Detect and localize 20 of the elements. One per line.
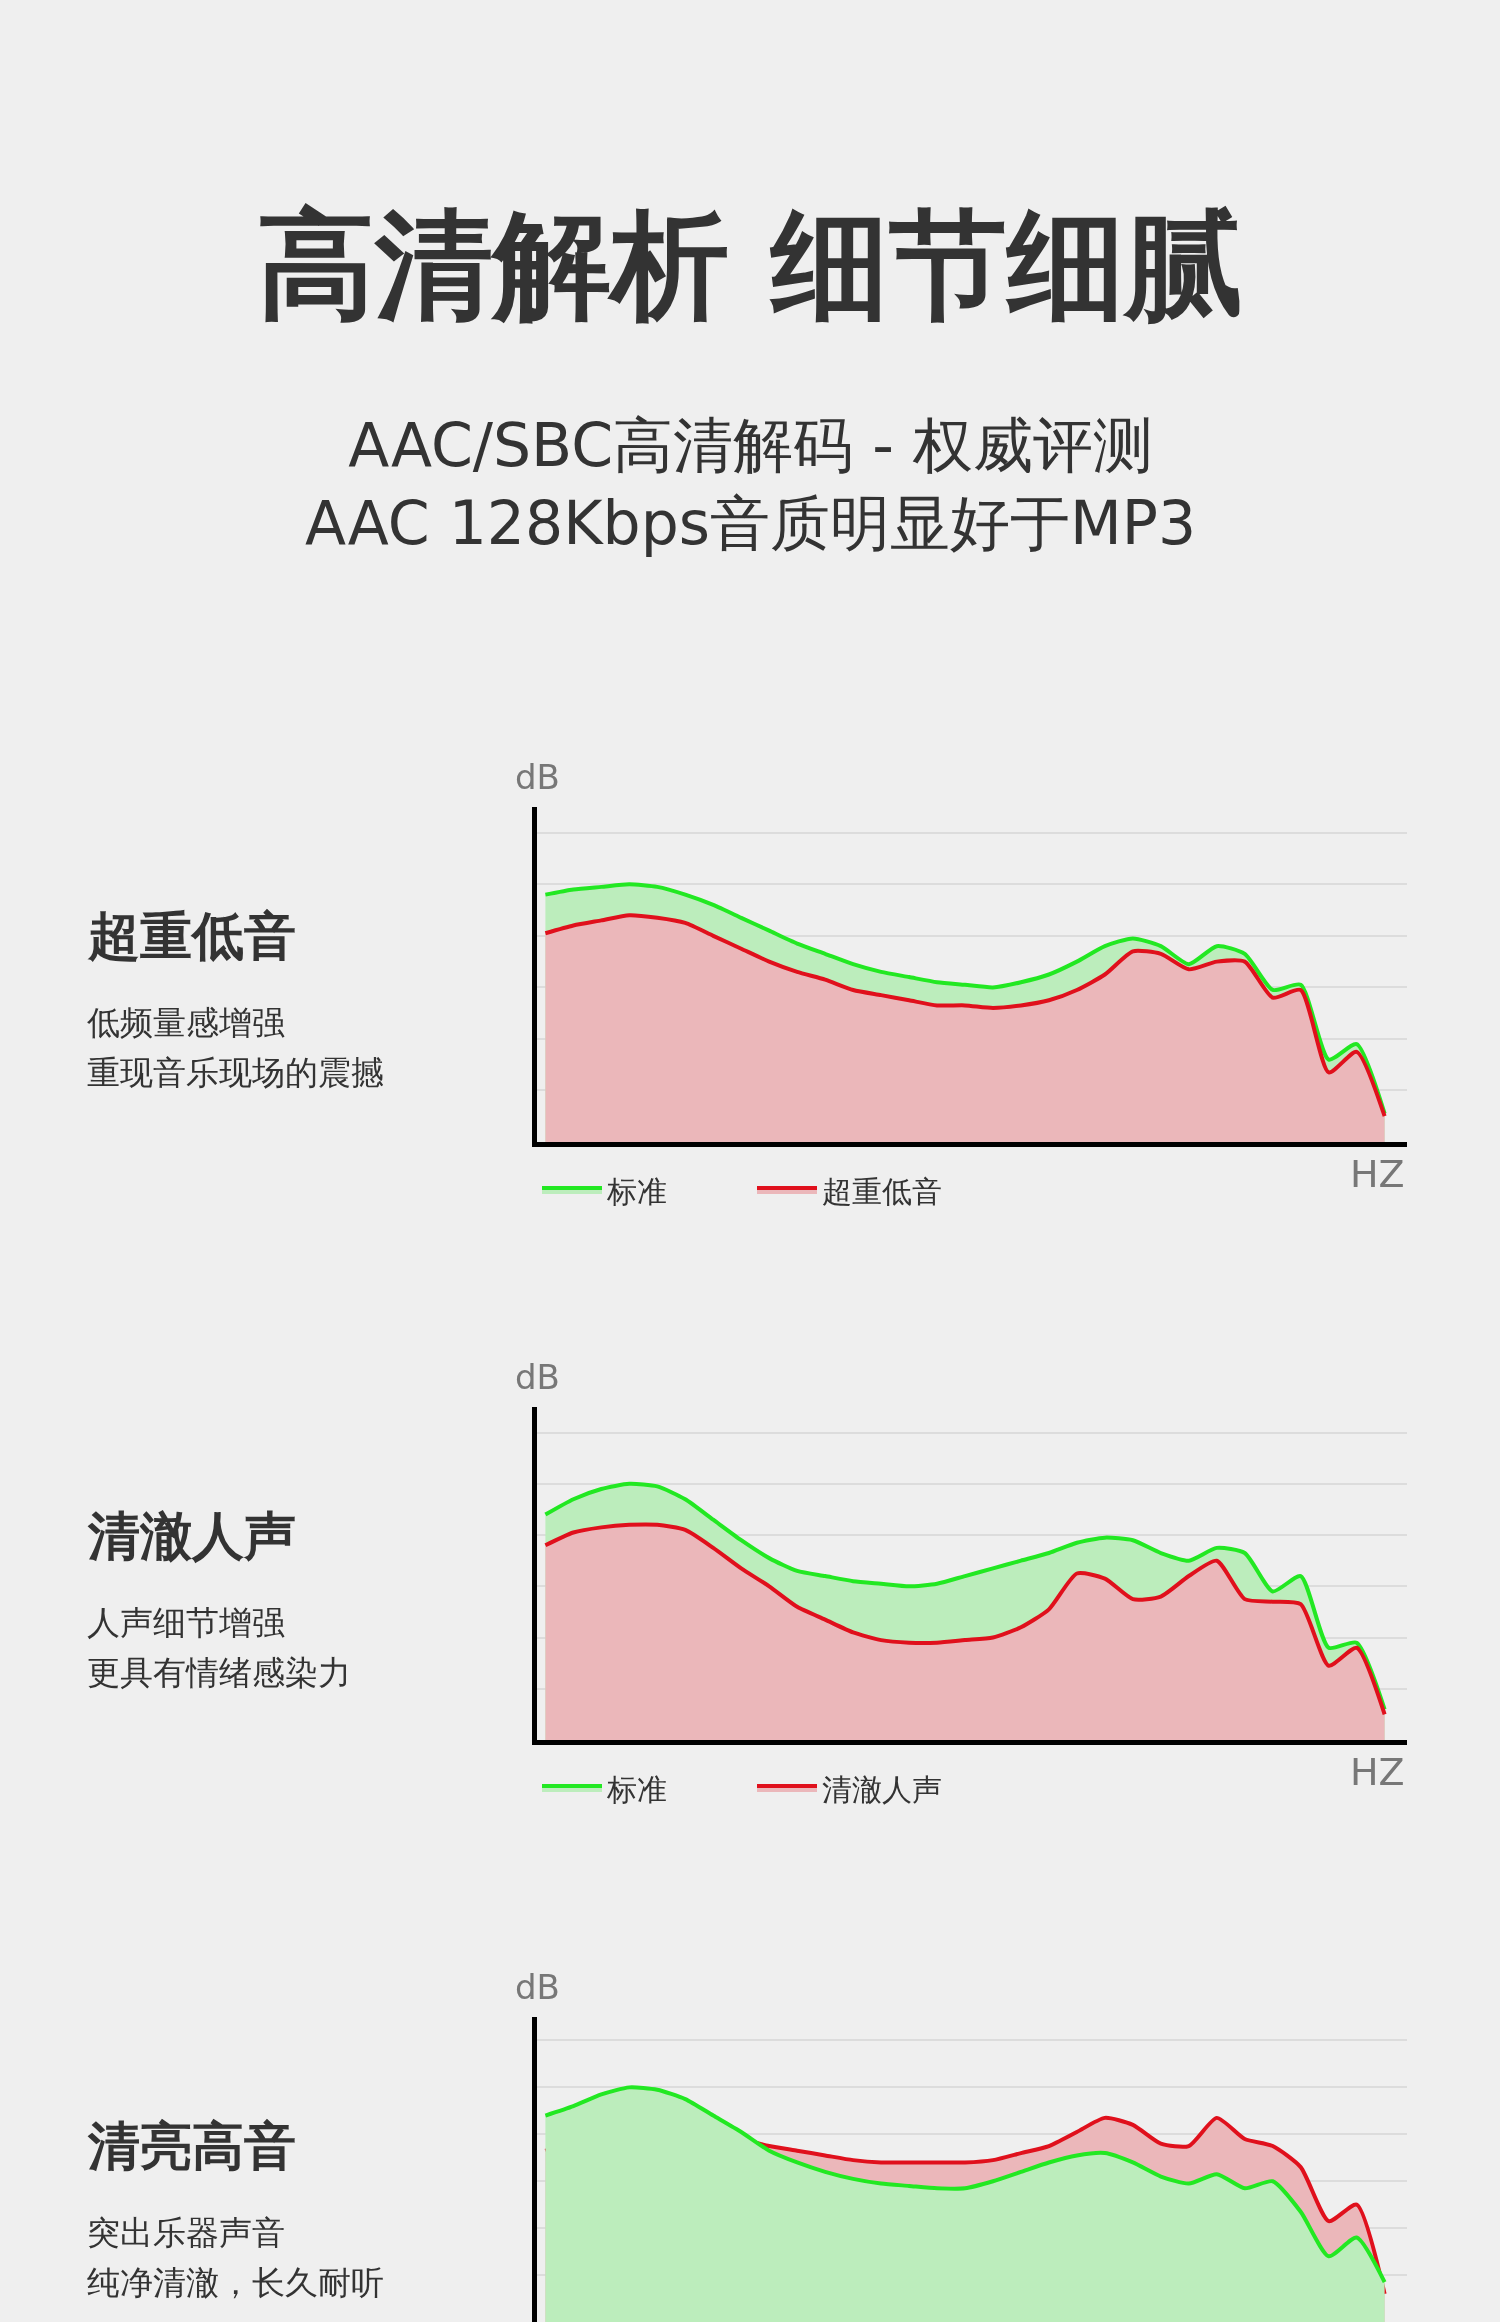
legend-label: 超重低音 [822, 1173, 942, 1209]
y-axis-title: dB [515, 1967, 560, 2007]
text: 超重低音 [87, 906, 296, 966]
text: 更具有情绪感染力 [87, 1653, 351, 1692]
text: 纯净清澈，长久耐听 [87, 2263, 384, 2302]
text: 清亮高音 [87, 2116, 296, 2176]
legend-label: 标准 [606, 1173, 667, 1209]
chart-title: 高清解析 细节细腻 [257, 196, 1243, 335]
text: 低频量感增强 [87, 1003, 285, 1042]
legend-label: 标准 [606, 1771, 667, 1807]
text: 人声细节增强 [87, 1603, 285, 1642]
text: 清澈人声 [87, 1506, 296, 1566]
chart-subtitle: AAC/SBC高清解码 - 权威评测 AAC 128Kbps音质明显好于MP3 [305, 410, 1197, 558]
y-axis-title: dB [515, 757, 560, 797]
x-axis-title: HZ [1350, 1152, 1405, 1196]
text: 突出乐器声音 [87, 2213, 285, 2252]
legend-label: 清澈人声 [822, 1771, 942, 1807]
x-axis-title: HZ [1350, 1750, 1405, 1794]
y-axis-title: dB [515, 1357, 560, 1397]
text: 重现音乐现场的震撼 [87, 1053, 384, 1092]
